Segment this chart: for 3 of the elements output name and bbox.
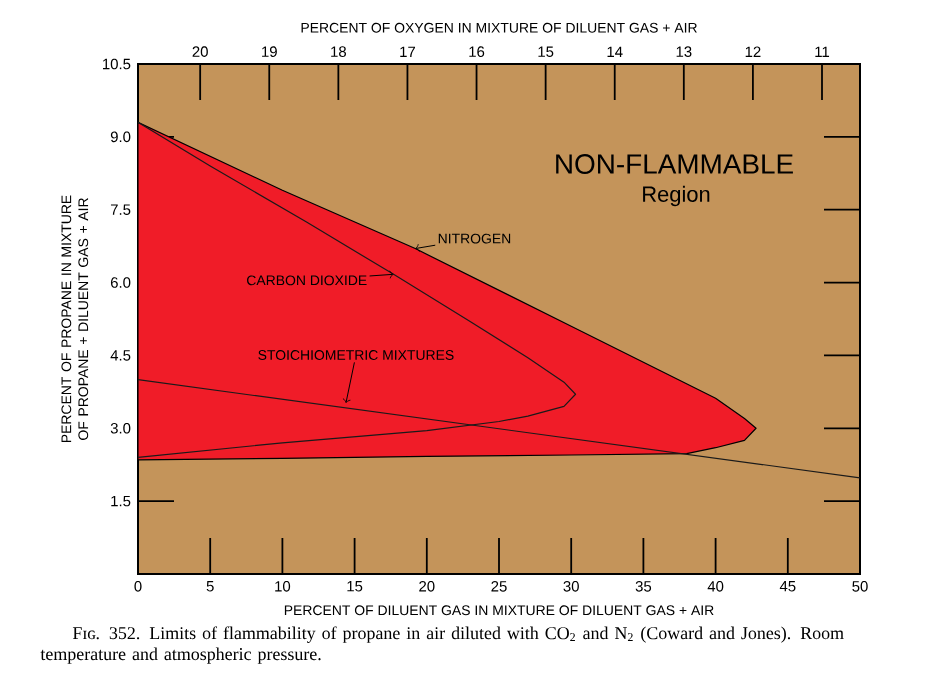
annotation: NON-FLAMMABLE bbox=[556, 154, 793, 174]
annotation: Region bbox=[643, 185, 710, 207]
text: Fɪɢ. 352. Limits of flammability of propane in air diluted with CO$_{2}$ and N$_{2}$ (Coward and Jones). Room temperature and atmospheric pressure. bbox=[40, 626, 844, 664]
